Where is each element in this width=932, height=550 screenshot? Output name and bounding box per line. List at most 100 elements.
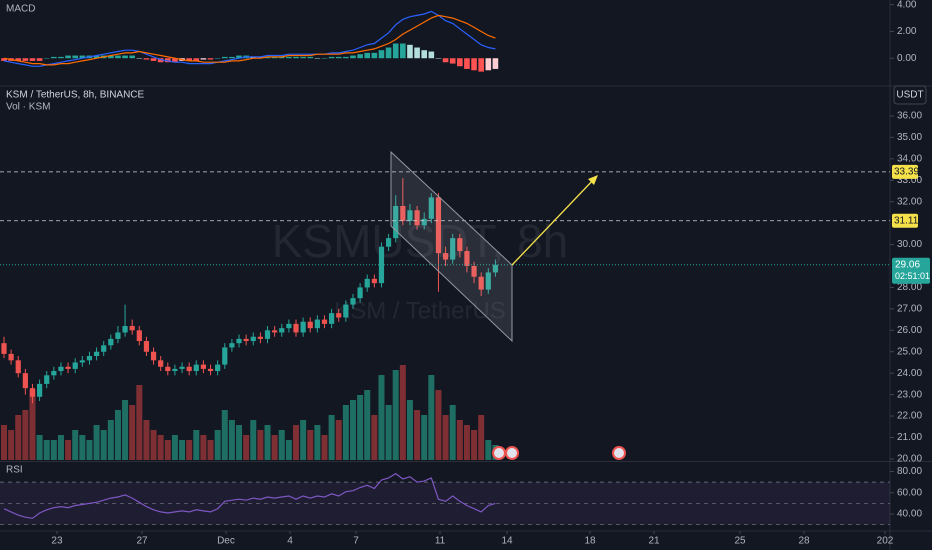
candle-body [86, 356, 93, 361]
y-tick-label: 33.00 [897, 175, 922, 186]
volume-bar [79, 435, 86, 460]
candle-body [450, 238, 456, 260]
macd-histogram-bar [257, 56, 264, 59]
macd-histogram-bar [464, 58, 470, 69]
candle-body [172, 368, 178, 372]
volume-bar [72, 430, 79, 460]
volume-bar [342, 405, 349, 460]
price-label-bg [892, 164, 918, 179]
price-label: 33.39 [894, 167, 919, 178]
volume-bar [171, 435, 178, 460]
volume-bar [399, 365, 406, 460]
event-icon[interactable] [492, 446, 506, 460]
arrow-drawing [511, 176, 597, 266]
candle-body [65, 366, 71, 369]
x-tick-label: Dec [217, 536, 235, 547]
x-tick-label: 4 [287, 536, 293, 547]
volume-bar [29, 390, 36, 460]
event-icon[interactable] [612, 446, 626, 460]
macd-histogram-bar [271, 56, 278, 59]
candle-body [115, 332, 121, 339]
y-tick-label: 20.00 [897, 454, 922, 465]
candle-body [222, 347, 228, 365]
volume-bar [328, 415, 335, 460]
candle-body [321, 319, 328, 324]
candle-body [407, 210, 413, 221]
last-price-label: 29.06 [895, 259, 920, 270]
currency-button[interactable] [893, 85, 927, 105]
macd-histogram-bar [471, 58, 477, 71]
y-tick-label: 24.00 [897, 368, 922, 379]
volume-bar [349, 400, 356, 460]
candle-body [279, 328, 285, 333]
macd-histogram-bar [36, 58, 43, 61]
candle-body [371, 278, 377, 284]
macd-histogram-bar [15, 58, 22, 61]
volume-bar [300, 420, 307, 460]
rsi-line [3, 472, 496, 519]
volume-bar [428, 375, 435, 460]
candle-body [343, 304, 349, 318]
macd-histogram-bar [207, 58, 214, 60]
event-icon[interactable] [505, 446, 519, 460]
y-tick-label: 22.00 [897, 411, 922, 422]
macd-title: MACD [6, 4, 35, 15]
volume-bar [50, 440, 57, 460]
candle-body [79, 360, 85, 363]
macd-line [3, 10, 496, 67]
y-tick-label: 4.00 [897, 0, 917, 10]
macd-histogram-bar [400, 43, 406, 59]
candle-body [193, 364, 199, 372]
macd-histogram-bar [421, 50, 428, 59]
x-tick-label: 18 [584, 536, 596, 547]
volume-bar [214, 430, 221, 460]
candle-body [264, 330, 271, 339]
rsi-band [0, 482, 890, 525]
candle-body [250, 336, 256, 342]
x-tick-label: 28 [798, 536, 810, 547]
candle-body [314, 319, 320, 329]
y-tick-label: 21.00 [897, 432, 922, 443]
macd-histogram-bar [442, 58, 449, 63]
volume-bar [364, 390, 371, 460]
candle-body [44, 375, 50, 384]
watermark-name: KSM / TetherUS [334, 297, 506, 324]
candle-body [186, 366, 192, 372]
candle-body [272, 330, 278, 333]
macd-histogram-bar [385, 47, 392, 59]
macd-histogram-bar [72, 55, 79, 59]
macd-histogram-bar [165, 58, 171, 63]
price-label-bg [892, 213, 918, 228]
volume-bar [207, 440, 214, 460]
macd-histogram-bar [343, 56, 349, 59]
candle-body [129, 326, 135, 331]
candle-body [165, 366, 171, 372]
candle-body [143, 341, 150, 352]
macd-histogram-bar [314, 58, 321, 59]
x-tick-label: 7 [353, 536, 359, 547]
candle-body [29, 388, 36, 397]
macd-histogram-bar [136, 58, 143, 59]
candle-body [36, 383, 43, 397]
candle-body [400, 205, 406, 221]
countdown-label: 02:51:01 [895, 271, 930, 281]
volume-bar [221, 410, 228, 460]
macd-histogram-bar [307, 56, 314, 59]
y-tick-label: 34.00 [897, 153, 922, 164]
volume-bar [414, 410, 421, 460]
candle-body [300, 321, 306, 333]
volume-bar [478, 415, 485, 460]
macd-histogram-bar [485, 58, 492, 71]
volume-bar [22, 410, 29, 460]
volume-bar [114, 410, 121, 460]
y-tick-label: 80.00 [897, 466, 922, 477]
macd-histogram-bar [143, 58, 150, 60]
volume-bar [186, 440, 193, 460]
macd-histogram-bar [1, 58, 7, 61]
symbol-title: KSM / TetherUS, 8h, BINANCE [6, 90, 145, 101]
macd-histogram-bar [51, 56, 57, 59]
candle-body [72, 362, 78, 369]
volume-bar [435, 390, 442, 460]
volume-bar [243, 435, 250, 460]
